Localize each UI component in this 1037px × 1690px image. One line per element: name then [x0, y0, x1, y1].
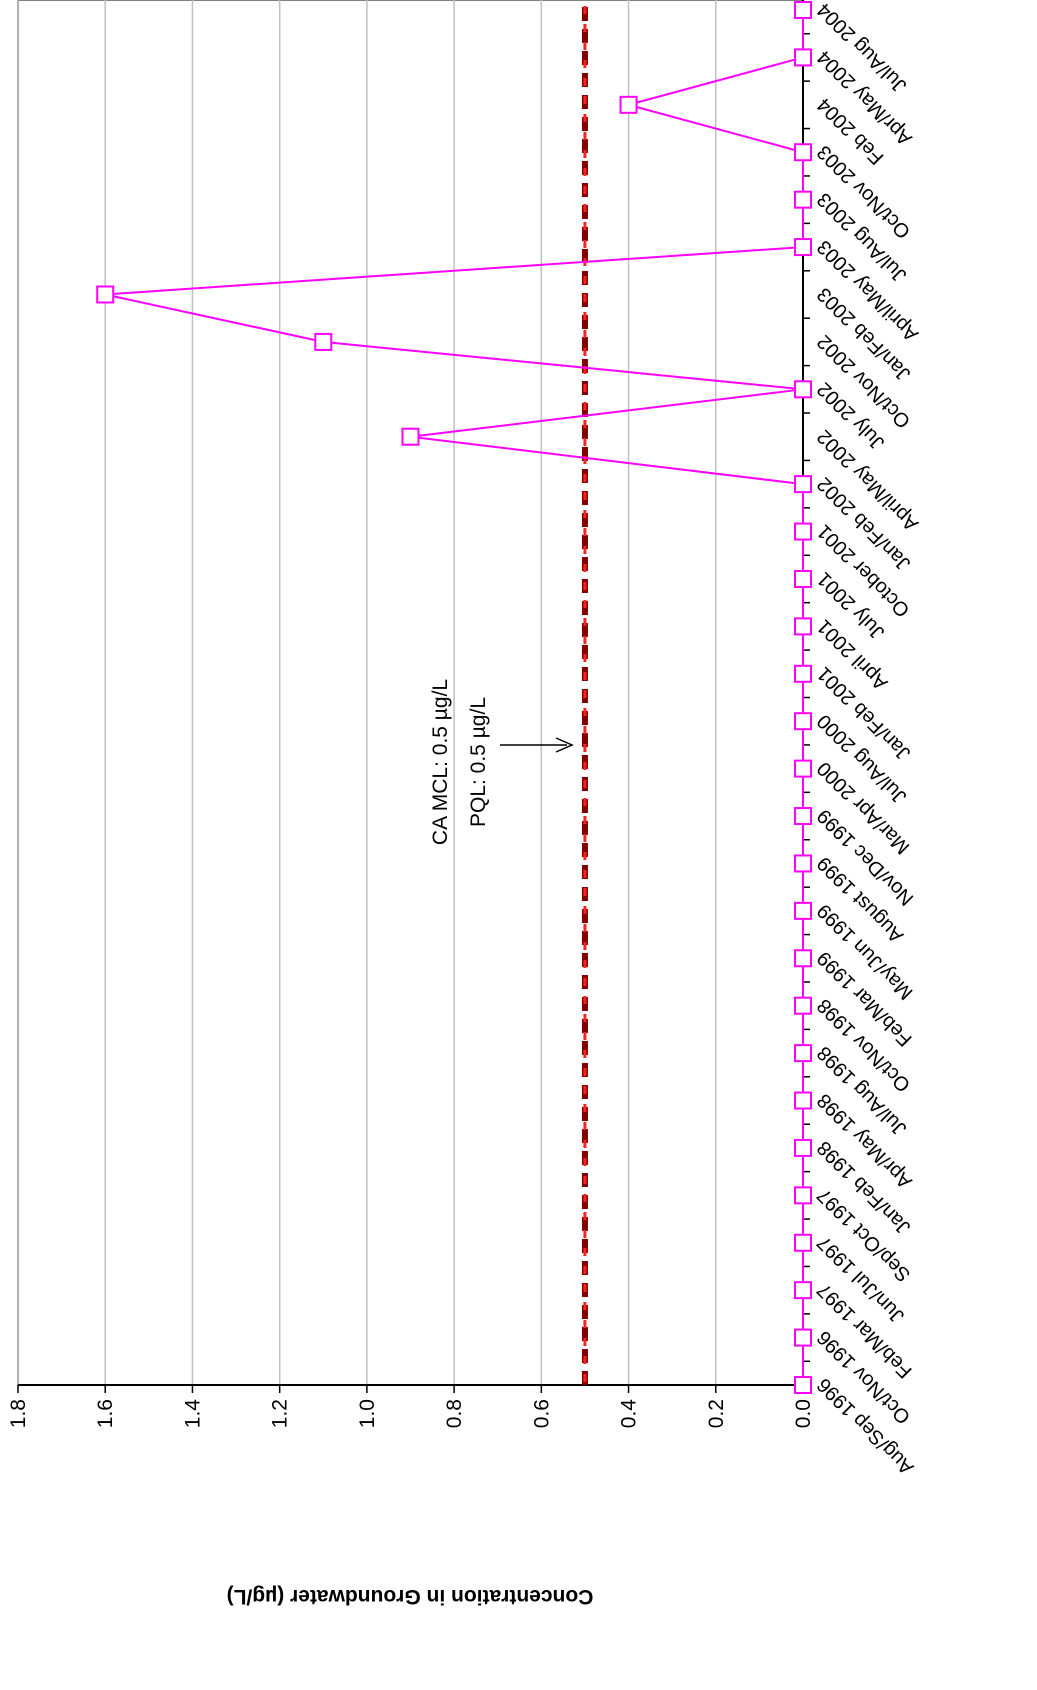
y-tick-label: 0.0: [792, 1399, 815, 1428]
data-marker: [794, 854, 812, 873]
y-tick-label: 0.4: [618, 1399, 641, 1429]
y-tick-label: 1.0: [356, 1399, 379, 1428]
data-marker: [794, 1138, 812, 1157]
data-marker: [794, 380, 812, 399]
plot-frame: [17, 0, 804, 1386]
data-marker: [794, 1, 812, 19]
data-marker: [794, 1186, 812, 1205]
data-marker: [794, 1044, 812, 1063]
y-tick-label: 1.2: [269, 1399, 292, 1428]
data-marker: [794, 143, 812, 162]
data-marker: [794, 475, 812, 494]
data-marker: [794, 190, 812, 209]
data-marker: [401, 427, 420, 446]
rotated-chart: Concentration in Groundwater (µg/L) 0.0 0…: [7, 0, 923, 1608]
annotation-arrowhead: [555, 737, 574, 753]
annotation-text: CA MCL: 0.5 µg/L: [429, 679, 452, 845]
data-marker: [794, 617, 812, 636]
data-marker: [794, 1233, 812, 1252]
data-marker: [794, 664, 812, 683]
y-tick-label: 0.2: [705, 1399, 728, 1428]
y-tick-label: 0.8: [443, 1399, 466, 1428]
data-marker: [794, 1281, 812, 1300]
data-marker: [314, 332, 333, 351]
data-marker: [794, 48, 812, 67]
data-marker: [794, 1376, 812, 1394]
data-marker: [794, 759, 812, 778]
data-marker: [794, 901, 812, 920]
data-marker: [794, 807, 812, 826]
data-marker: [794, 949, 812, 968]
data-marker: [794, 569, 812, 588]
y-tick-label: 0.6: [530, 1399, 553, 1428]
y-tick-label: 1.8: [7, 1399, 30, 1428]
data-marker: [794, 712, 812, 731]
data-marker: [794, 522, 812, 541]
data-marker: [794, 238, 812, 257]
data-marker: [794, 1328, 812, 1347]
y-axis-title: Concentration in Groundwater (µg/L): [227, 1585, 594, 1608]
data-marker: [794, 1091, 812, 1110]
data-marker: [96, 285, 115, 304]
data-marker: [794, 996, 812, 1015]
data-marker: [619, 95, 638, 114]
y-tick-label: 1.6: [94, 1399, 117, 1428]
y-tick-label: 1.4: [181, 1399, 204, 1429]
annotation-text: PQL: 0.5 µg/L: [467, 697, 490, 827]
